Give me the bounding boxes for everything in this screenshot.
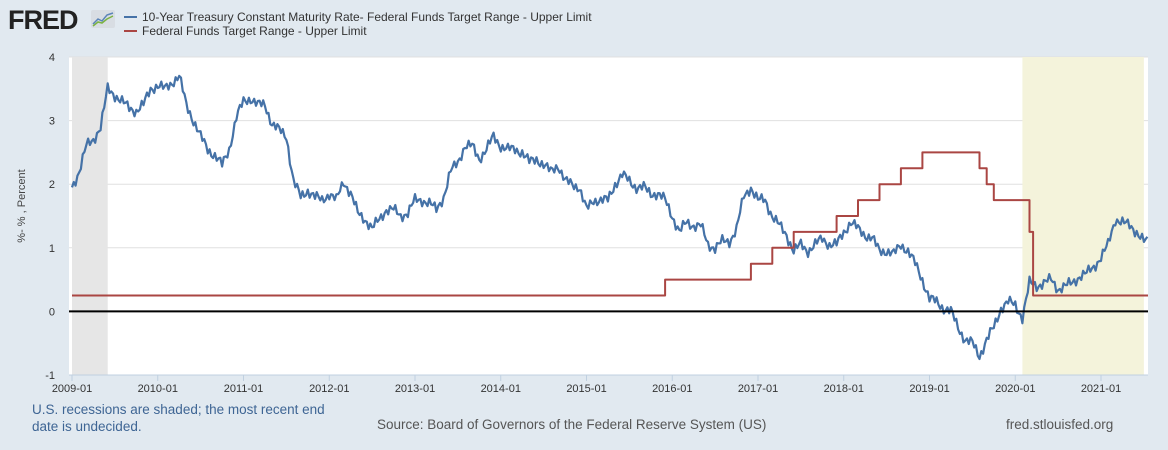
legend-item-fed-funds[interactable]: Federal Funds Target Range - Upper Limit xyxy=(124,24,592,38)
x-tick-label: 2009-01 xyxy=(52,383,92,395)
x-tick-label: 2012-01 xyxy=(309,383,349,395)
x-tick-label: 2018-01 xyxy=(824,383,864,395)
y-tick-label: 0 xyxy=(49,306,55,318)
x-tick-label: 2010-01 xyxy=(138,383,178,395)
fred-logo[interactable]: FRED xyxy=(8,5,78,35)
legend-item-treasury-spread[interactable]: 10-Year Treasury Constant Maturity Rate-… xyxy=(124,10,592,24)
y-tick-label: 4 xyxy=(49,52,55,64)
x-tick-label: 2013-01 xyxy=(395,383,435,395)
chart-legend: 10-Year Treasury Constant Maturity Rate-… xyxy=(124,10,592,38)
x-tick-label: 2020-01 xyxy=(995,383,1035,395)
series-line-treasury-spread xyxy=(70,74,1149,361)
legend-swatch-blue xyxy=(124,16,137,18)
x-tick-label: 2021-01 xyxy=(1081,383,1121,395)
recession-shade xyxy=(1022,57,1144,375)
legend-label: 10-Year Treasury Constant Maturity Rate-… xyxy=(142,10,592,24)
recession-shade xyxy=(72,57,108,375)
y-axis-label: %- % , Percent xyxy=(16,169,28,243)
plot-area xyxy=(69,57,1148,375)
y-tick-label: -1 xyxy=(45,370,55,382)
x-tick-label: 2015-01 xyxy=(566,383,606,395)
x-tick-label: 2011-01 xyxy=(224,383,264,395)
y-tick-label: 2 xyxy=(49,179,55,191)
site-link[interactable]: fred.stlouisfed.org xyxy=(1006,417,1114,432)
x-tick-label: 2019-01 xyxy=(909,383,949,395)
line-chart-icon xyxy=(91,10,115,28)
source-text: Source: Board of Governors of the Federa… xyxy=(377,417,767,432)
x-tick-label: 2017-01 xyxy=(738,383,778,395)
y-tick-label: 1 xyxy=(49,243,55,255)
series-line-fed-funds xyxy=(72,151,1148,297)
legend-label: Federal Funds Target Range - Upper Limit xyxy=(142,24,367,38)
x-tick-label: 2014-01 xyxy=(481,383,521,395)
recession-note: U.S. recessions are shaded; the most rec… xyxy=(32,402,325,434)
y-tick-label: 3 xyxy=(49,116,55,128)
legend-swatch-red xyxy=(124,30,137,32)
x-tick-label: 2016-01 xyxy=(652,383,692,395)
